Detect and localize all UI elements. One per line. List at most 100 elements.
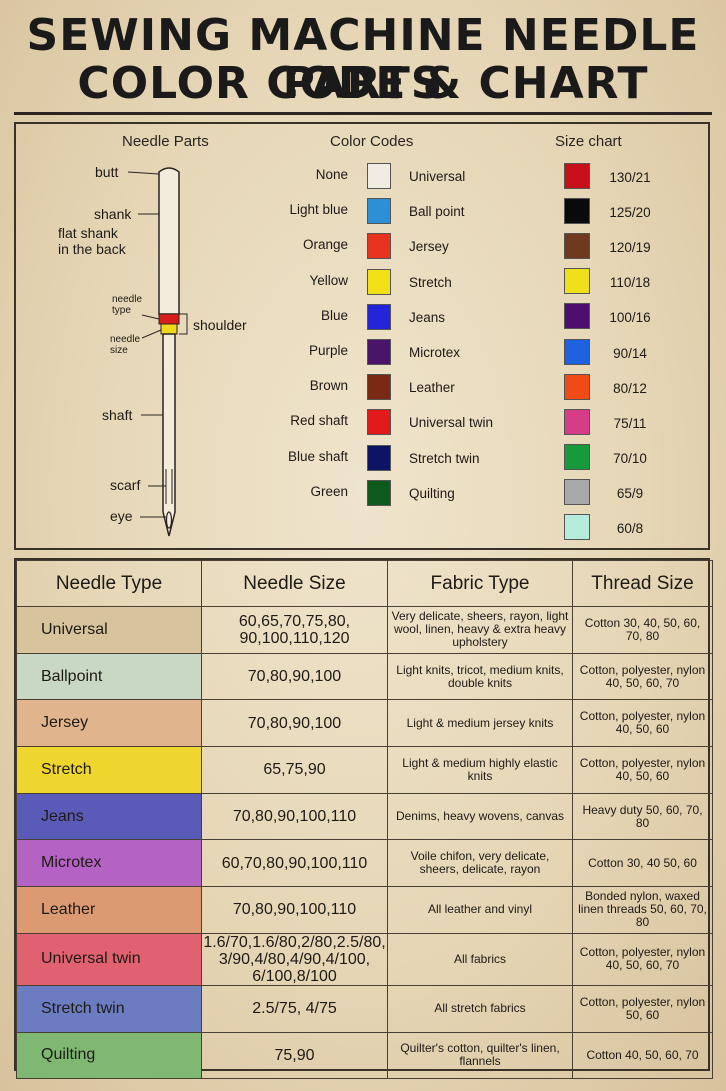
size-chart-swatch [564,373,590,400]
thread-size-cell: Cotton, polyester, nylon 50, 60 [572,984,713,1033]
color-code-name: Yellow [309,272,348,288]
size-chart-label: 100/16 [609,310,651,326]
size-chart-swatch [564,303,590,330]
color-code-swatch [367,268,391,295]
color-code-swatch [367,233,391,260]
size-chart-swatch [564,233,590,260]
label-flat-shank: flat shank in the back [58,225,142,257]
needle-type-cell: Stretch [16,746,202,794]
table-header-row: Needle Type Needle Size Fabric Type Thre… [16,560,713,607]
thread-size-cell: Heavy duty 50, 60, 70, 80 [572,792,713,841]
needle-size-cell: 70,80,90,100,110 [201,792,388,841]
thread-size-cell: Cotton, polyester, nylon 40, 50, 60, 70 [572,932,713,986]
thread-size-cell: Cotton 30, 40, 50, 60, 70, 80 [572,606,713,654]
size-chart-label: 80/12 [613,380,647,396]
table-row: Stretch twin 2.5/75, 4/75 All stretch fabr… [16,984,713,1033]
thread-size-cell: Bonded nylon, waxed linen threads 50, 60… [572,886,713,934]
needle-diagram [127,167,188,537]
table-row: Stretch 65,75,90 Light & medium highly ela… [16,746,713,794]
thread-size-cell: Cotton 40, 50, 60, 70 [572,1031,713,1080]
color-code-swatch [367,163,391,189]
fabric-type-cell: Denims, heavy wovens, canvas [387,792,573,841]
fabric-type-cell: All stretch fabrics [387,984,573,1033]
fabric-type-cell: All leather and vinyl [387,886,573,934]
fabric-type-cell: Light & medium jersey knits [387,699,573,748]
table-row: Leather 70,80,90,100,110 All leather and v… [16,886,713,934]
label-needle-type-line1: needle [112,294,143,305]
fabric-type-cell: Quilter's cotton, quilter's linen, flann… [387,1031,573,1080]
needle-type-cell: Jersey [16,699,202,748]
color-code-swatch [367,303,391,330]
label-shank: shank [94,206,132,222]
label-shaft: shaft [102,407,133,423]
color-code-swatch [367,374,391,401]
color-code-type: Stretch twin [409,450,480,466]
size-chart-swatch [564,338,590,365]
color-code-type: Universal twin [409,415,494,431]
needle-size-cell: 70,80,90,100 [201,699,388,748]
needle-size-cell: 75,90 [201,1031,388,1080]
size-chart-swatch [564,478,590,505]
color-code-type: Jeans [409,309,446,325]
needle-parts-header: Needle Parts [122,133,209,150]
label-needle-type: needle type [112,294,142,316]
needle-type-cell: Universal [16,606,202,654]
size-chart-label: 65/9 [616,485,644,501]
size-chart-swatch [564,163,590,189]
top-panel: Needle Parts Color Codes Size chart butt… [14,122,710,550]
size-chart-label: 110/18 [609,275,651,291]
label-butt: butt [95,164,119,180]
color-code-type: Jersey [409,239,449,255]
size-chart-label: 130/21 [609,170,651,185]
header-fabric-type: Fabric Type [387,560,573,607]
needle-type-cell: Stretch twin [16,984,202,1033]
needle-size-cell: 60,65,70,75,80, 90,100,110,120 [201,606,388,654]
color-code-swatch [367,444,391,471]
color-code-name: Brown [309,378,348,394]
fabric-type-cell: Voile chifon, very delicate, sheers, del… [387,839,573,888]
color-code-name: Red shaft [290,413,348,429]
color-code-type: Microtex [409,345,461,360]
size-chart-swatch [564,268,590,295]
size-chart-label: 60/8 [616,521,644,536]
color-code-type: Stretch [409,274,452,290]
color-code-type: Quilting [409,485,455,501]
fabric-type-cell: Light & medium highly elastic knits [387,746,573,794]
color-code-name: Blue [320,307,348,323]
size-chart-label: 120/19 [609,240,651,256]
needle-size-cell: 2.5/75, 4/75 [201,984,388,1033]
thread-size-cell: Cotton 30, 40 50, 60 [572,839,713,888]
size-chart-label: 90/14 [613,345,647,361]
table-row: Ballpoint 70,80,90,100 Light knits, tricot… [16,652,713,701]
needle-size-cell: 65,75,90 [201,746,388,794]
size-chart-swatch [564,443,590,470]
needle-size-cell: 70,80,90,100 [201,652,388,701]
fabric-type-cell: Very delicate, sheers, rayon, light wool… [387,606,573,654]
header-needle-size: Needle Size [201,560,388,607]
color-code-swatch [367,339,391,365]
color-code-name: Blue shaft [287,448,348,464]
label-eye: eye [110,508,133,524]
title-divider [14,112,712,115]
size-chart-swatch [564,408,590,435]
label-flat-shank-line2: in the back [58,241,126,257]
label-needle-size-line1: needle [110,334,141,345]
table-row: Universal twin 1.6/70,1.6/80,2/80,2.5/80,… [16,932,713,986]
color-code-name: Green [310,483,348,499]
needle-type-cell: Jeans [16,792,202,841]
color-code-swatch [367,198,391,225]
color-code-type: Ball point [409,204,465,220]
size-chart-label: 75/11 [613,415,647,431]
fabric-type-cell: All fabrics [387,932,573,986]
needle-table: Needle Type Needle Size Fabric Type Thre… [14,558,713,1080]
needle-type-cell: Quilting [16,1031,202,1080]
table-row: Jeans 70,80,90,100,110 Denims, heavy woven… [16,792,713,841]
color-code-name: Purple [308,343,348,358]
size-chart-label: 125/20 [609,205,651,221]
needle-size-cell: 60,70,80,90,100,110 [201,839,388,888]
table-row: Quilting 75,90 Quilter's cotton, quilter's… [16,1031,713,1080]
color-code-type: Universal [409,169,466,184]
size-chart-header: Size chart [555,133,622,150]
label-scarf: scarf [110,477,141,493]
table-row: Jersey 70,80,90,100 Light & medium jersey … [16,699,713,748]
